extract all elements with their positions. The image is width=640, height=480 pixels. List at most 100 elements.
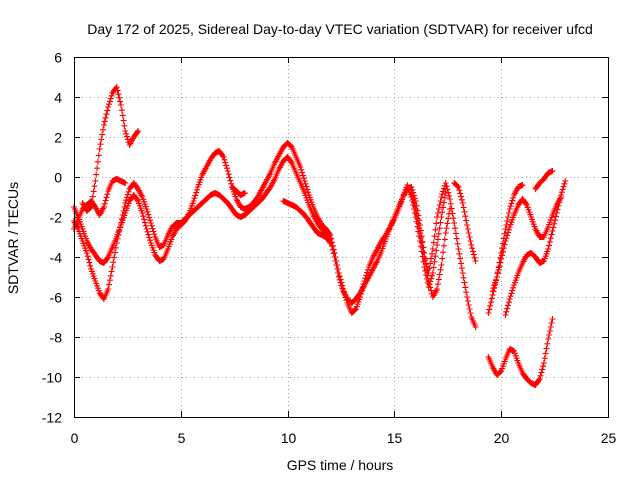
data-point: [492, 279, 499, 286]
data-point: [458, 196, 465, 203]
data-point: [103, 111, 110, 118]
data-point: [418, 239, 425, 246]
data-point: [326, 230, 333, 237]
data-point: [467, 238, 474, 244]
data-point: [336, 273, 343, 280]
data-point: [219, 152, 226, 159]
data-point: [426, 281, 433, 288]
data-point: [470, 248, 477, 255]
data-point: [457, 255, 464, 262]
data-point: [433, 247, 440, 254]
data-point: [471, 254, 478, 261]
data-point: [363, 272, 370, 279]
data-point: [544, 340, 551, 347]
data-point: [436, 202, 443, 208]
data-point: [496, 259, 503, 266]
data-point: [358, 290, 365, 297]
data-point: [508, 200, 515, 207]
data-point: [95, 152, 102, 159]
data-point: [559, 186, 566, 193]
data-point: [146, 234, 153, 241]
data-point: [470, 251, 477, 258]
data-point: [460, 274, 467, 281]
series-track-7: [408, 180, 479, 330]
data-point: [226, 174, 233, 181]
data-point: [125, 188, 132, 195]
data-point: [550, 224, 557, 231]
y-tick-label: -12: [42, 410, 62, 426]
data-point: [100, 126, 107, 133]
data-point: [459, 270, 466, 276]
data-point: [469, 245, 476, 252]
data-point: [193, 189, 200, 196]
data-point: [288, 158, 295, 165]
data-point: [428, 250, 435, 257]
data-point: [451, 220, 458, 226]
series-track-2: [71, 140, 449, 316]
data-point: [453, 235, 460, 242]
data-point: [555, 202, 562, 209]
data-point: [425, 284, 432, 290]
data-point: [144, 228, 151, 235]
data-point: [490, 285, 497, 292]
data-point: [538, 369, 545, 376]
data-point: [117, 98, 124, 105]
data-point: [497, 254, 504, 261]
data-point: [223, 165, 230, 172]
data-point: [506, 296, 513, 302]
data-point: [428, 255, 435, 262]
data-point: [445, 215, 452, 222]
data-point: [556, 199, 563, 206]
data-point: [439, 191, 446, 198]
data-point: [507, 203, 514, 210]
data-point: [194, 186, 201, 193]
y-tick-labels: -12 -10 -8 -6 -4 -2 0 2 4 6: [42, 50, 62, 426]
series-track-6: [280, 198, 334, 246]
data-point: [103, 194, 110, 201]
data-point: [508, 290, 515, 297]
data-point: [427, 278, 434, 285]
data-point: [300, 175, 307, 182]
data-point: [428, 272, 435, 279]
data-point: [141, 216, 148, 223]
data-point: [326, 238, 333, 245]
data-point: [357, 294, 364, 300]
data-point: [560, 183, 567, 190]
data-point: [440, 188, 447, 195]
data-point: [427, 260, 434, 267]
data-point: [435, 206, 442, 212]
data-point: [505, 214, 512, 220]
data-point: [87, 204, 94, 211]
data-point: [461, 279, 468, 286]
data-point: [97, 141, 104, 148]
data-point: [430, 239, 437, 246]
data-point: [134, 196, 141, 203]
data-point: [552, 213, 559, 220]
data-point: [146, 214, 153, 221]
data-point: [302, 180, 309, 187]
data-point: [93, 171, 100, 178]
data-point: [439, 255, 446, 262]
data-point: [301, 178, 308, 184]
data-point: [119, 112, 126, 119]
data-point: [499, 240, 506, 247]
data-point: [298, 166, 305, 173]
data-point: [352, 306, 359, 313]
data-point: [506, 206, 513, 212]
data-point: [143, 226, 150, 232]
data-point: [558, 192, 565, 198]
data-point: [494, 269, 501, 276]
data-point: [414, 215, 421, 222]
data-point: [94, 165, 101, 172]
data-point: [557, 195, 564, 202]
data-point: [434, 210, 441, 216]
data-point: [522, 200, 529, 207]
series-track-13: [485, 316, 556, 388]
data-point: [105, 104, 112, 110]
data-point: [411, 202, 418, 209]
data-point: [454, 240, 461, 247]
data-point: [106, 277, 113, 284]
data-point: [450, 215, 457, 222]
data-point: [448, 205, 455, 212]
data-point: [329, 242, 336, 249]
